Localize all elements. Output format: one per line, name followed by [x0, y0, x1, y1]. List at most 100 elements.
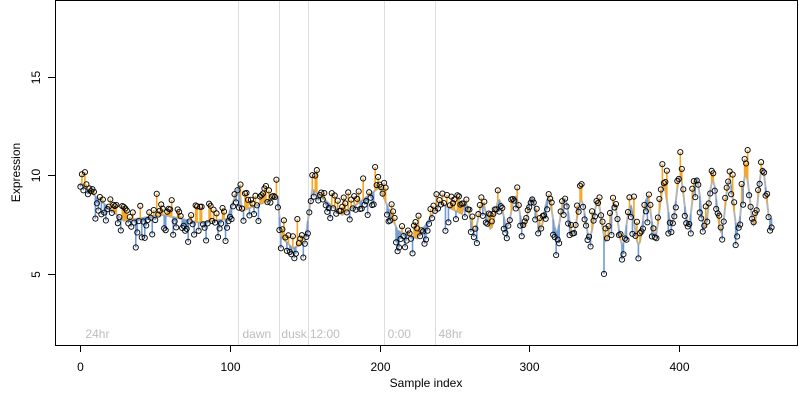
- data-point: [749, 215, 756, 222]
- data-point: [466, 206, 473, 213]
- x-tick-label: 200: [370, 360, 390, 374]
- data-point: [627, 214, 634, 221]
- data-point: [503, 235, 510, 242]
- data-point: [250, 211, 258, 218]
- data-point: [719, 236, 726, 243]
- data-point: [345, 189, 352, 196]
- data-point: [542, 215, 549, 222]
- data-point: [99, 196, 106, 203]
- data-point: [701, 222, 708, 229]
- data-point: [758, 159, 765, 166]
- data-point: [393, 239, 400, 246]
- data-point: [334, 197, 341, 204]
- data-point: [304, 230, 311, 237]
- data-point: [171, 218, 178, 225]
- data-point: [635, 255, 642, 262]
- data-point: [707, 190, 714, 197]
- data-point: [277, 245, 284, 252]
- data-point: [93, 200, 100, 207]
- data-point: [457, 201, 464, 208]
- data-point: [506, 217, 513, 224]
- data-point: [463, 196, 470, 203]
- data-point: [455, 193, 462, 200]
- data-point: [324, 208, 331, 215]
- data-point: [578, 181, 585, 188]
- data-point: [496, 208, 503, 215]
- data-point: [511, 197, 518, 204]
- data-point: [599, 218, 606, 225]
- data-point: [591, 213, 599, 220]
- data-point: [689, 185, 696, 192]
- x-tick-label: 0: [77, 360, 84, 374]
- data-point: [759, 168, 766, 175]
- data-point: [717, 224, 724, 231]
- data-point: [469, 213, 476, 220]
- data-point: [330, 205, 337, 212]
- y-tick-label: 10: [29, 169, 43, 183]
- x-axis-title: Sample index: [390, 376, 463, 390]
- data-point: [416, 233, 424, 240]
- y-axis-title: Expression: [9, 143, 23, 202]
- data-point: [219, 204, 226, 212]
- data-point: [294, 216, 301, 223]
- data-point: [657, 186, 664, 193]
- data-point: [240, 217, 247, 224]
- data-point: [110, 201, 117, 208]
- data-point: [460, 200, 467, 207]
- data-point: [568, 221, 575, 228]
- data-point: [220, 208, 228, 215]
- data-point: [258, 192, 265, 199]
- data-point: [461, 214, 468, 221]
- data-point: [624, 208, 632, 216]
- data-point: [750, 219, 757, 226]
- data-point: [92, 215, 99, 222]
- data-point: [617, 231, 624, 238]
- data-point: [375, 173, 382, 181]
- data-point: [692, 194, 699, 201]
- data-point: [632, 232, 639, 239]
- data-point: [451, 196, 458, 203]
- data-point: [243, 189, 250, 197]
- data-point: [656, 195, 663, 202]
- data-point: [517, 222, 524, 229]
- data-point: [683, 220, 690, 227]
- data-point: [611, 204, 618, 211]
- data-point: [731, 199, 738, 206]
- data-point: [235, 204, 243, 211]
- data-point: [641, 201, 648, 209]
- data-point: [391, 214, 398, 221]
- data-point: [557, 208, 564, 215]
- data-point: [590, 217, 597, 224]
- data-point: [668, 229, 675, 236]
- data-point: [407, 235, 415, 242]
- data-point: [384, 211, 391, 218]
- data-point: [424, 227, 431, 234]
- data-point: [476, 201, 483, 209]
- data-point: [279, 226, 286, 233]
- data-point: [630, 193, 637, 200]
- data-point: [234, 187, 241, 194]
- data-point: [292, 250, 299, 257]
- data-point: [312, 172, 319, 179]
- data-point: [90, 188, 97, 195]
- data-point: [575, 208, 582, 215]
- data-point: [176, 208, 183, 215]
- data-point: [478, 194, 485, 201]
- data-point: [419, 228, 427, 235]
- data-point: [639, 225, 646, 232]
- data-point: [271, 194, 278, 201]
- data-point: [722, 194, 729, 201]
- data-point: [378, 184, 385, 191]
- data-point: [177, 212, 184, 220]
- data-point: [755, 186, 762, 194]
- data-point: [270, 192, 277, 199]
- region-labels: 24hr dawn dusk 12:00 0:00 48hr: [85, 327, 462, 341]
- data-point: [231, 191, 238, 198]
- data-point: [597, 212, 605, 219]
- data-point: [318, 189, 325, 196]
- data-point: [98, 211, 105, 218]
- data-point: [343, 209, 350, 216]
- data-point: [120, 203, 127, 210]
- data-point: [662, 178, 669, 186]
- data-point: [481, 198, 488, 205]
